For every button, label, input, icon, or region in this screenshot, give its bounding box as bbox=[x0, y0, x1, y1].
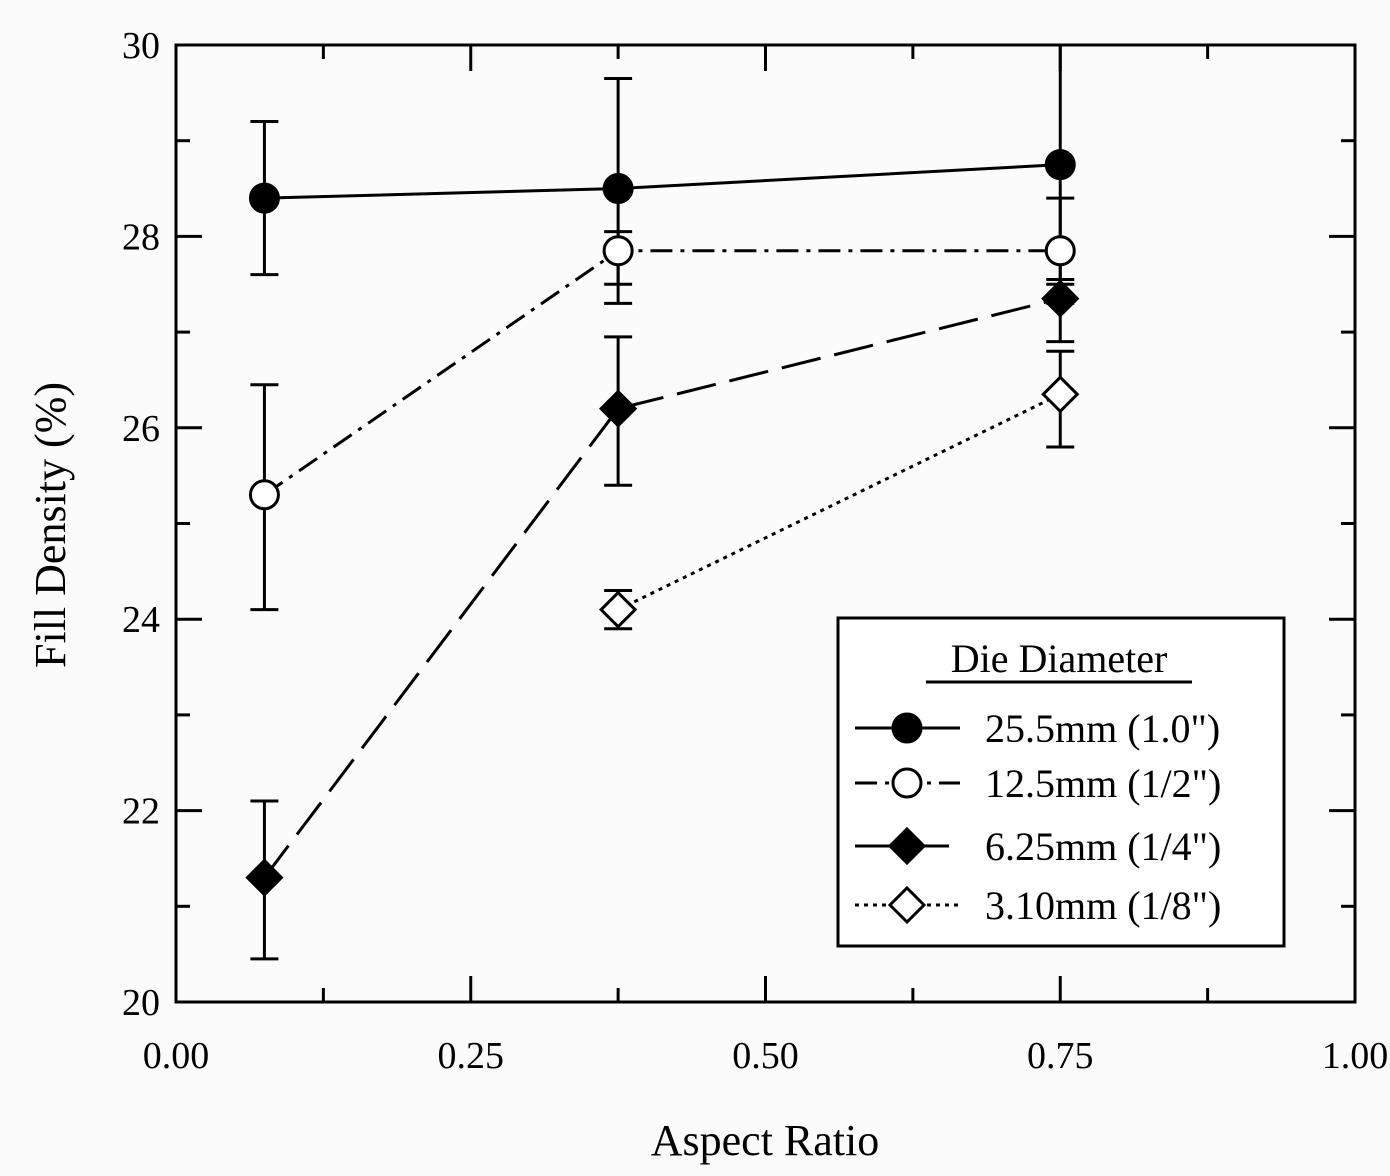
legend-label: 25.5mm (1.0") bbox=[985, 706, 1220, 751]
series-line bbox=[617, 392, 1061, 611]
series-2 bbox=[248, 196, 1076, 612]
legend: Die Diameter 25.5mm (1.0") 12.5mm (1/2") 6.… bbox=[836, 616, 1286, 948]
y-tick-label: 20 bbox=[122, 982, 160, 1024]
series-1 bbox=[248, 43, 1076, 286]
data-point bbox=[245, 858, 284, 897]
data-point bbox=[599, 389, 638, 428]
legend-marker bbox=[887, 885, 927, 925]
data-point bbox=[1044, 149, 1076, 181]
data-point bbox=[1041, 375, 1080, 414]
y-tick-label: 26 bbox=[122, 408, 160, 450]
legend-label: 12.5mm (1/2") bbox=[985, 761, 1221, 806]
legend-label: 6.25mm (1/4") bbox=[985, 824, 1221, 869]
y-tick-label: 30 bbox=[122, 25, 160, 67]
data-point bbox=[599, 590, 638, 629]
data-point bbox=[248, 479, 280, 511]
legend-marker bbox=[891, 712, 923, 744]
x-tick-label: 0.25 bbox=[438, 1035, 505, 1077]
series-4 bbox=[599, 349, 1080, 631]
x-tick-label: 0.50 bbox=[732, 1035, 799, 1077]
series-line bbox=[264, 163, 1061, 200]
x-tick-label: 0.00 bbox=[143, 1035, 210, 1077]
legend-marker bbox=[887, 826, 927, 866]
y-tick-label: 24 bbox=[122, 599, 160, 641]
y-tick-label: 22 bbox=[122, 791, 160, 833]
y-axis-title: Fill Density (%) bbox=[26, 382, 75, 668]
data-point bbox=[1041, 279, 1080, 318]
axes: 0.00 0.25 0.50 0.75 1.00 20 22 24 26 28 30 bbox=[122, 25, 1388, 1077]
series-line bbox=[263, 249, 1061, 497]
legend-label: 3.10mm (1/8") bbox=[985, 883, 1221, 928]
x-tick-label: 0.75 bbox=[1027, 1035, 1094, 1077]
legend-marker bbox=[891, 767, 923, 799]
series-line bbox=[263, 297, 1061, 879]
data-point bbox=[1044, 235, 1076, 267]
y-tick-label: 28 bbox=[122, 216, 160, 258]
data-point bbox=[248, 182, 280, 214]
x-axis-title: Aspect Ratio bbox=[651, 1116, 880, 1165]
series-layer bbox=[245, 43, 1080, 961]
legend-title: Die Diameter bbox=[951, 636, 1168, 681]
data-point bbox=[602, 173, 634, 205]
x-tick-label: 1.00 bbox=[1322, 1035, 1389, 1077]
series-3 bbox=[245, 277, 1080, 961]
data-point bbox=[602, 235, 634, 267]
